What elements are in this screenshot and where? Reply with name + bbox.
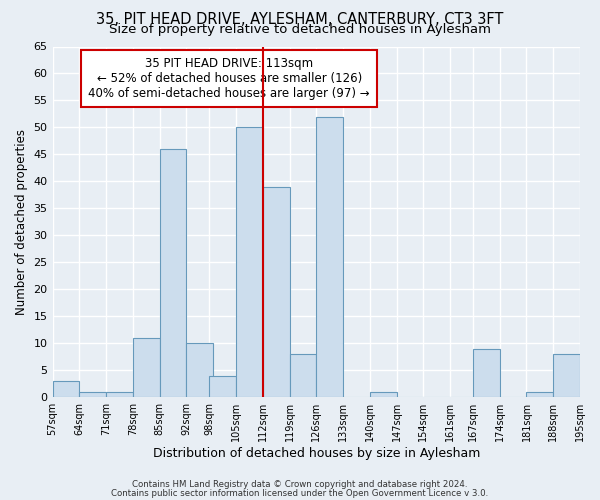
- Text: Contains HM Land Registry data © Crown copyright and database right 2024.: Contains HM Land Registry data © Crown c…: [132, 480, 468, 489]
- Bar: [133, 338, 160, 398]
- Text: 35 PIT HEAD DRIVE: 113sqm
← 52% of detached houses are smaller (126)
40% of semi: 35 PIT HEAD DRIVE: 113sqm ← 52% of detac…: [88, 57, 370, 100]
- Bar: [106, 392, 133, 398]
- Bar: [79, 392, 106, 398]
- Text: Contains public sector information licensed under the Open Government Licence v : Contains public sector information licen…: [112, 488, 488, 498]
- Y-axis label: Number of detached properties: Number of detached properties: [15, 129, 28, 315]
- Bar: [526, 392, 553, 398]
- Bar: [370, 392, 397, 398]
- Bar: [290, 354, 316, 398]
- Bar: [209, 376, 236, 398]
- Bar: [553, 354, 580, 398]
- Bar: [263, 187, 290, 398]
- Bar: [187, 344, 213, 398]
- Bar: [316, 116, 343, 398]
- Bar: [160, 149, 187, 398]
- Bar: [236, 128, 263, 398]
- Text: 35, PIT HEAD DRIVE, AYLESHAM, CANTERBURY, CT3 3FT: 35, PIT HEAD DRIVE, AYLESHAM, CANTERBURY…: [97, 12, 503, 28]
- Bar: [53, 381, 79, 398]
- Text: Size of property relative to detached houses in Aylesham: Size of property relative to detached ho…: [109, 22, 491, 36]
- Bar: [473, 349, 500, 398]
- X-axis label: Distribution of detached houses by size in Aylesham: Distribution of detached houses by size …: [152, 447, 480, 460]
